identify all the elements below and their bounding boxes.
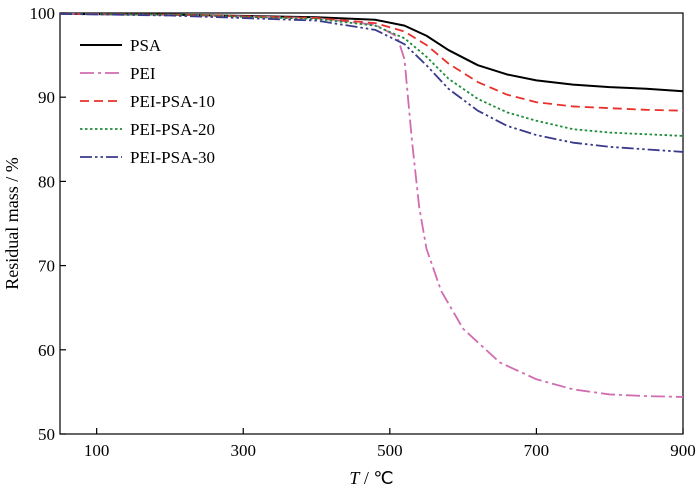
series-line-3 xyxy=(59,12,684,137)
x-axis-title: T / ℃ xyxy=(349,468,393,488)
legend-label-4: PEI-PSA-30 xyxy=(130,148,215,167)
series-line-0 xyxy=(59,12,684,93)
legend-label-3: PEI-PSA-20 xyxy=(130,120,215,139)
y-tick-label: 50 xyxy=(38,425,55,444)
x-tick-label: 100 xyxy=(84,441,110,460)
y-axis-title: Residual mass / % xyxy=(2,157,22,290)
y-tick-label: 100 xyxy=(30,4,56,23)
x-axis-unit: / ℃ xyxy=(359,468,393,488)
series-line-4 xyxy=(59,12,684,153)
plot-frame xyxy=(59,12,684,435)
axis-tick-labels: 100 300 500 700 900 50 60 70 80 90 100 xyxy=(30,4,696,460)
series-line-2 xyxy=(59,12,684,112)
series-lines xyxy=(59,12,684,398)
x-axis-variable: T xyxy=(349,468,361,488)
legend-label-0: PSA xyxy=(130,36,162,55)
legend-label-2: PEI-PSA-10 xyxy=(130,92,215,111)
y-tick-label: 60 xyxy=(38,341,55,360)
x-tick-label: 300 xyxy=(230,441,256,460)
legend: PSA PEI PEI-PSA-10 PEI-PSA-20 PEI-PSA-30 xyxy=(80,36,215,167)
legend-label-1: PEI xyxy=(130,64,156,83)
y-tick-label: 80 xyxy=(38,172,55,191)
y-tick-label: 70 xyxy=(38,257,55,276)
axis-ticks xyxy=(60,12,684,435)
y-tick-label: 90 xyxy=(38,88,55,107)
x-tick-label: 900 xyxy=(670,441,696,460)
x-tick-label: 700 xyxy=(524,441,550,460)
x-tick-label: 500 xyxy=(377,441,403,460)
